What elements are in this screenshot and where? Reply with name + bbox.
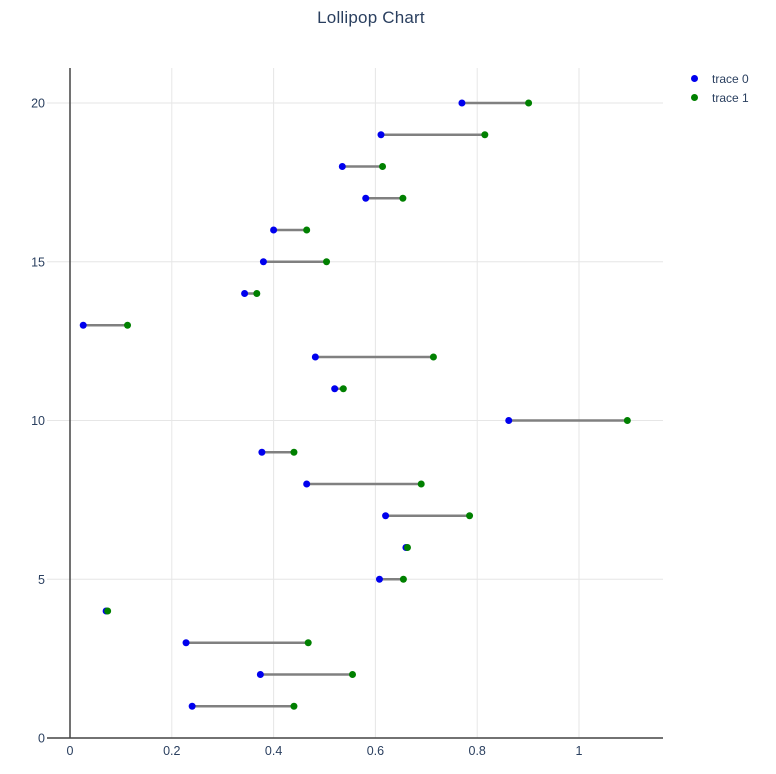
trace0-marker: [258, 448, 266, 456]
trace0-marker: [79, 321, 87, 329]
x-tick-label: 0: [67, 744, 74, 758]
trace0-marker: [458, 99, 466, 107]
trace1-marker: [290, 702, 298, 710]
trace1-marker: [379, 163, 387, 170]
trace1-marker: [348, 671, 356, 678]
trace1-marker: [304, 639, 312, 647]
legend-item-trace-0[interactable]: trace 0: [686, 71, 749, 86]
trace0-marker: [382, 512, 390, 520]
trace1-marker: [417, 480, 425, 488]
legend: trace 0 trace 1: [686, 71, 749, 105]
trace0-legend-marker-icon: [691, 75, 698, 82]
trace1-marker: [124, 321, 132, 329]
trace0-marker: [338, 163, 346, 170]
trace0-marker: [505, 417, 513, 424]
trace0-marker: [362, 194, 370, 202]
trace0-marker: [375, 575, 383, 583]
trace1-marker: [429, 353, 437, 361]
y-tick-label: 20: [31, 97, 45, 111]
trace1-marker: [339, 385, 347, 393]
x-tick-label: 1: [576, 744, 583, 758]
x-tick-label: 0.6: [367, 744, 384, 758]
trace0-marker: [259, 258, 267, 266]
legend-label-trace-0: trace 0: [712, 71, 749, 86]
trace1-marker: [323, 258, 331, 266]
trace0-marker: [377, 131, 385, 139]
x-tick-label: 0.4: [265, 744, 282, 758]
trace0-marker: [256, 671, 264, 678]
trace1-marker: [399, 575, 407, 583]
trace1-marker: [623, 417, 631, 424]
legend-item-trace-1[interactable]: trace 1: [686, 90, 749, 105]
trace0-marker: [303, 480, 311, 488]
trace0-marker: [331, 385, 339, 393]
y-tick-label: 5: [38, 573, 45, 587]
y-tick-label: 0: [38, 732, 45, 746]
trace1-marker: [525, 99, 533, 107]
trace1-marker: [104, 607, 112, 615]
trace1-marker: [399, 194, 407, 202]
legend-label-trace-1: trace 1: [712, 90, 749, 105]
trace1-marker: [290, 448, 298, 456]
y-tick-label: 15: [31, 255, 45, 269]
trace0-marker: [270, 226, 278, 234]
x-tick-label: 0.8: [469, 744, 486, 758]
trace0-marker: [241, 290, 249, 297]
trace1-marker: [466, 512, 474, 520]
trace1-marker: [481, 131, 489, 139]
trace1-marker: [403, 544, 411, 551]
y-tick-label: 10: [31, 414, 45, 428]
trace0-marker: [182, 639, 190, 647]
trace1-legend-marker-icon: [691, 94, 698, 101]
trace1-marker: [253, 290, 261, 297]
trace0-marker: [311, 353, 319, 361]
trace0-marker: [188, 702, 196, 710]
trace1-marker: [303, 226, 311, 234]
chart-title: Lollipop Chart: [317, 8, 425, 27]
x-tick-label: 0.2: [163, 744, 180, 758]
